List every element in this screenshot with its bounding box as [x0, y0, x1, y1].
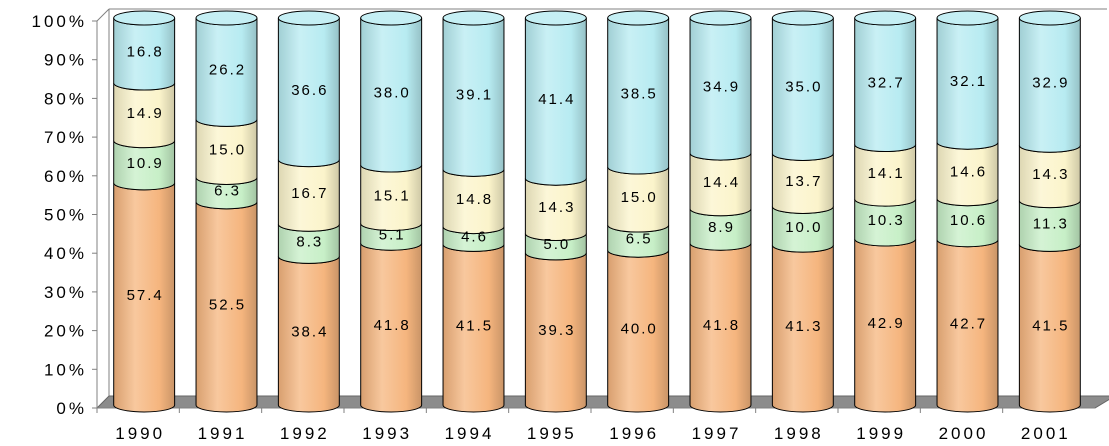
data-label: 34.9: [703, 79, 740, 96]
data-label: 32.7: [868, 74, 905, 91]
data-label: 38.4: [291, 324, 328, 341]
x-tick-label: 1999: [856, 424, 906, 443]
data-label: 13.7: [785, 173, 822, 190]
bar-top-cap: [195, 10, 258, 26]
data-label: 14.6: [950, 163, 987, 180]
data-label: 14.3: [538, 199, 575, 216]
data-label: 36.6: [291, 82, 328, 99]
x-tick-label: 2000: [939, 424, 989, 443]
y-tick-label: 30%: [44, 283, 87, 302]
x-tick-label: 2001: [1021, 424, 1071, 443]
data-label: 6.5: [626, 231, 653, 248]
data-label: 10.6: [950, 212, 987, 229]
data-label: 14.1: [868, 165, 905, 182]
data-label: 42.9: [868, 315, 905, 332]
data-label: 40.0: [621, 321, 658, 338]
y-tick-label: 40%: [44, 244, 87, 263]
data-label: 41.4: [538, 91, 575, 108]
data-label: 52.5: [209, 296, 246, 313]
y-tick-label: 20%: [44, 322, 87, 341]
bar-top-cap: [607, 10, 670, 26]
data-label: 16.7: [291, 185, 328, 202]
data-label: 14.3: [1032, 166, 1069, 183]
x-tick-label: 1998: [774, 424, 824, 443]
wall-top-diagonal: [96, 8, 110, 22]
x-tick-label: 1996: [609, 424, 659, 443]
bar-top-cap: [113, 10, 176, 26]
data-label: 41.3: [785, 318, 822, 335]
data-label: 5.0: [543, 236, 570, 253]
data-label: 6.3: [214, 183, 241, 200]
x-tick-label: 1992: [280, 424, 330, 443]
y-tick-label: 10%: [44, 360, 87, 379]
data-label: 32.9: [1032, 75, 1069, 92]
data-label: 57.4: [127, 287, 164, 304]
data-label: 41.8: [703, 317, 740, 334]
data-label: 8.3: [296, 233, 323, 250]
data-label: 41.5: [456, 318, 493, 335]
bar-top-cap: [854, 10, 917, 26]
y-tick-label: 50%: [44, 206, 87, 225]
bar-top-cap: [277, 10, 340, 26]
bar-top-cap: [771, 10, 834, 26]
data-label: 16.8: [127, 44, 164, 61]
x-tick-label: 1990: [115, 424, 165, 443]
x-tick-label: 1997: [692, 424, 742, 443]
data-label: 32.1: [950, 73, 987, 90]
data-label: 26.2: [209, 62, 246, 79]
y-tick-label: 80%: [44, 89, 87, 108]
data-label: 39.3: [538, 322, 575, 339]
bar-top-cap: [936, 10, 999, 26]
data-label: 5.1: [379, 226, 406, 243]
data-label: 41.8: [374, 317, 411, 334]
bar-top-cap: [1018, 10, 1081, 26]
y-tick-label: 70%: [44, 128, 87, 147]
x-tick-label: 1991: [198, 424, 248, 443]
x-tick-label: 1995: [527, 424, 577, 443]
data-label: 38.0: [374, 85, 411, 102]
data-label: 10.0: [785, 219, 822, 236]
bar-top-cap: [360, 10, 423, 26]
data-label: 15.0: [209, 141, 246, 158]
data-label: 42.7: [950, 315, 987, 332]
data-label: 41.5: [1032, 318, 1069, 335]
y-tick-label: 0%: [56, 399, 87, 418]
data-label: 14.8: [456, 191, 493, 208]
data-label: 15.0: [621, 189, 658, 206]
bar-top-cap: [442, 10, 505, 26]
y-tick-label: 60%: [44, 167, 87, 186]
data-label: 35.0: [785, 79, 822, 96]
data-label: 15.1: [374, 187, 411, 204]
y-tick-label: 100%: [32, 12, 87, 31]
data-label: 14.9: [127, 105, 164, 122]
bar-top-cap: [689, 10, 752, 26]
bar-top-cap: [524, 10, 587, 26]
data-label: 4.6: [461, 228, 488, 245]
data-label: 10.9: [127, 155, 164, 172]
x-tick-label: 1994: [445, 424, 495, 443]
y-tick-label: 90%: [44, 51, 87, 70]
data-label: 10.3: [868, 212, 905, 229]
data-label: 14.4: [703, 174, 740, 191]
data-label: 39.1: [456, 87, 493, 104]
data-label: 8.9: [708, 219, 735, 236]
data-label: 38.5: [621, 85, 658, 102]
x-tick-label: 1993: [362, 424, 412, 443]
data-label: 11.3: [1033, 216, 1069, 233]
